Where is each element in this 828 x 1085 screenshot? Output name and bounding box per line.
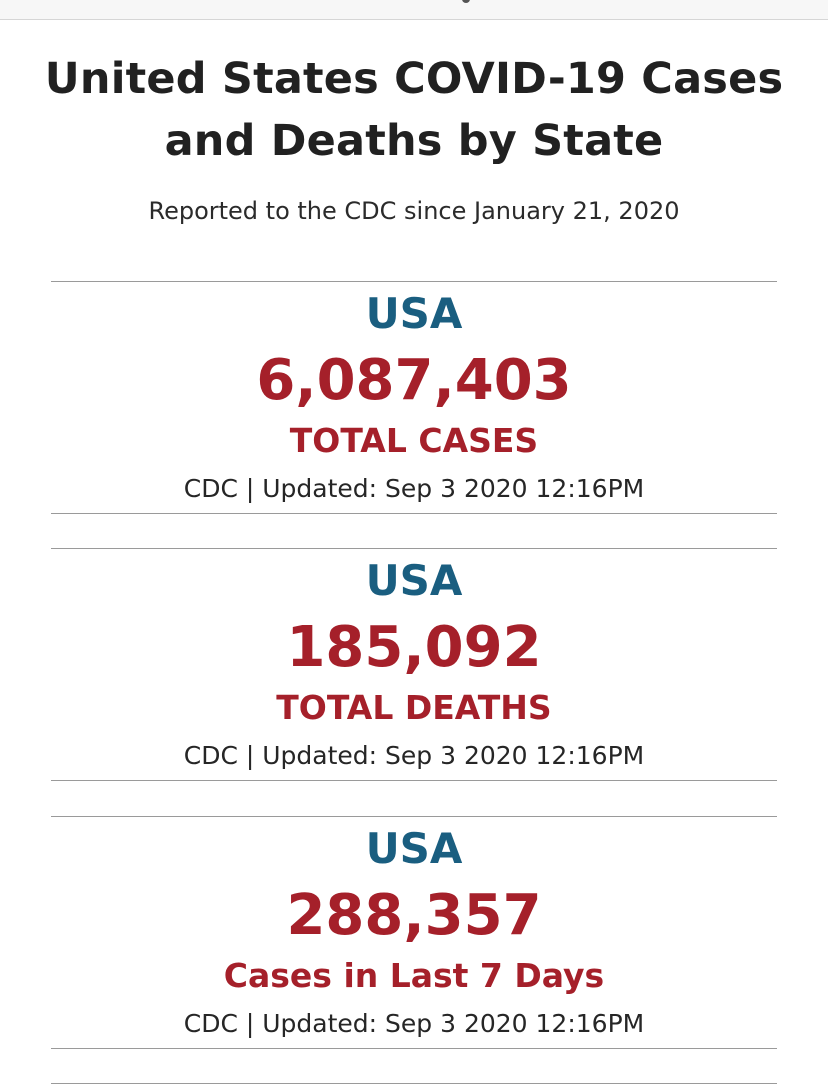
- card-value: 288,357: [286, 883, 542, 948]
- card-region: USA: [365, 289, 463, 338]
- card-source: CDC | Updated: Sep 3 2020 12:16PM: [183, 474, 645, 503]
- page-title-line1: United States COVID-19 Cases: [44, 54, 784, 104]
- card-value: 185,092: [286, 615, 542, 680]
- card-source: CDC | Updated: Sep 3 2020 12:16PM: [183, 741, 645, 770]
- next-card-divider: [51, 1083, 777, 1084]
- page-title-line2: and Deaths by State: [164, 116, 664, 166]
- page-subtitle: Reported to the CDC since January 21, 20…: [148, 197, 680, 225]
- card-metric-label: TOTAL DEATHS: [276, 688, 552, 727]
- top-bar-indicator: [462, 0, 470, 3]
- card-source: CDC | Updated: Sep 3 2020 12:16PM: [183, 1009, 645, 1038]
- card-region: USA: [365, 824, 463, 873]
- page-title: United States COVID-19 Cases and Deaths …: [0, 48, 828, 172]
- stat-card-cases-last-7-days: USA 288,357 Cases in Last 7 Days CDC | U…: [51, 816, 777, 1049]
- stat-card-total-deaths: USA 185,092 TOTAL DEATHS CDC | Updated: …: [51, 548, 777, 781]
- card-value: 6,087,403: [256, 348, 572, 413]
- card-metric-label: Cases in Last 7 Days: [223, 956, 605, 995]
- stat-card-total-cases: USA 6,087,403 TOTAL CASES CDC | Updated:…: [51, 281, 777, 514]
- browser-top-bar: [0, 0, 828, 20]
- card-metric-label: TOTAL CASES: [289, 421, 539, 460]
- card-region: USA: [365, 556, 463, 605]
